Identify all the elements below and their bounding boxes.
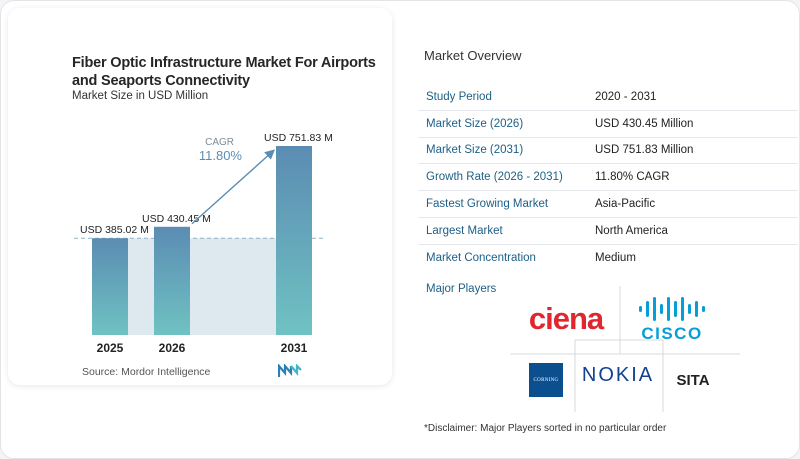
overview-row: Growth Rate (2026 - 2031) 11.80% CAGR bbox=[418, 164, 798, 192]
overview-key: Market Size (2031) bbox=[426, 144, 524, 157]
category-label-2025: 2025 bbox=[97, 341, 124, 355]
overview-key: Study Period bbox=[426, 90, 492, 103]
sita-wordmark: SITA bbox=[676, 372, 709, 389]
overview-value: North America bbox=[595, 224, 668, 237]
cagr-arrow bbox=[191, 149, 275, 225]
ciena-logo: ciena bbox=[518, 300, 614, 336]
overview-value: Asia-Pacific bbox=[595, 198, 656, 211]
disclaimer-text: *Disclaimer: Major Players sorted in no … bbox=[424, 423, 667, 434]
major-players-title: Major Players bbox=[426, 283, 497, 295]
nokia-logo-icon: NOKIA bbox=[582, 364, 654, 386]
overview-key: Growth Rate (2026 - 2031) bbox=[426, 171, 563, 184]
bar-2026 bbox=[154, 226, 190, 335]
overview-key: Market Concentration bbox=[426, 252, 536, 265]
overview-value: USD 430.45 Million bbox=[595, 117, 694, 130]
nokia-wordmark: NOKIA bbox=[582, 364, 654, 386]
value-label-2026: USD 430.45 M bbox=[142, 213, 211, 225]
overview-value: USD 751.83 Million bbox=[595, 144, 694, 157]
ciena-logo-icon: ciena bbox=[529, 301, 606, 336]
corning-logo: CORNING bbox=[529, 363, 563, 397]
overview-value: 2020 - 2031 bbox=[595, 90, 657, 103]
ciena-wordmark: ciena bbox=[529, 301, 605, 336]
value-label-2025: USD 385.02 M bbox=[80, 224, 149, 236]
cagr-label: CAGR bbox=[205, 137, 234, 148]
bar-2025 bbox=[92, 238, 128, 335]
source-label: Source: Mordor Intelligence bbox=[82, 366, 211, 378]
overview-key: Market Size (2026) bbox=[426, 117, 524, 130]
cagr-value: 11.80% bbox=[199, 148, 243, 163]
cisco-wordmark: CISCO bbox=[641, 324, 702, 342]
sita-logo-icon: SITA bbox=[676, 372, 709, 389]
chart-title: Fiber Optic Infrastructure Market For Ai… bbox=[72, 55, 376, 89]
logo-grid-lines bbox=[510, 286, 740, 412]
chart-subtitle: Market Size in USD Million bbox=[72, 90, 209, 102]
overview-row: Market Size (2026) USD 430.45 Million bbox=[418, 111, 798, 138]
corning-wordmark: CORNING bbox=[533, 377, 559, 383]
cisco-logo: CISCO bbox=[630, 294, 710, 342]
overview-row: Fastest Growing Market Asia-Pacific bbox=[418, 191, 798, 218]
baseline-region bbox=[92, 238, 312, 335]
overview-key: Largest Market bbox=[426, 224, 503, 237]
bar-2031 bbox=[276, 146, 312, 335]
category-label-2026: 2026 bbox=[159, 341, 186, 355]
overview-row: Study Period 2020 - 2031 bbox=[418, 84, 798, 111]
sita-logo: SITA bbox=[670, 369, 716, 389]
overview-row: Largest Market North America bbox=[418, 218, 798, 245]
nokia-logo: NOKIA bbox=[582, 360, 654, 386]
overview-table: Study Period 2020 - 2031 Market Size (202… bbox=[418, 84, 798, 272]
value-label-2031: USD 751.83 M bbox=[264, 132, 333, 144]
overview-row: Market Size (2031) USD 751.83 Million bbox=[418, 138, 798, 165]
overview-title: Market Overview bbox=[424, 48, 522, 63]
bar-chart: USD 385.02 M 2025 USD 430.45 M 2026 USD 751.… bbox=[74, 132, 333, 355]
cisco-logo-icon: CISCO bbox=[639, 297, 705, 342]
overview-value: Medium bbox=[595, 252, 636, 265]
mordor-logo-icon bbox=[278, 364, 302, 377]
category-label-2031: 2031 bbox=[281, 341, 308, 355]
overview-value: 11.80% CAGR bbox=[595, 171, 670, 184]
overview-key: Fastest Growing Market bbox=[426, 198, 549, 211]
overview-row: Market Concentration Medium bbox=[418, 245, 798, 272]
